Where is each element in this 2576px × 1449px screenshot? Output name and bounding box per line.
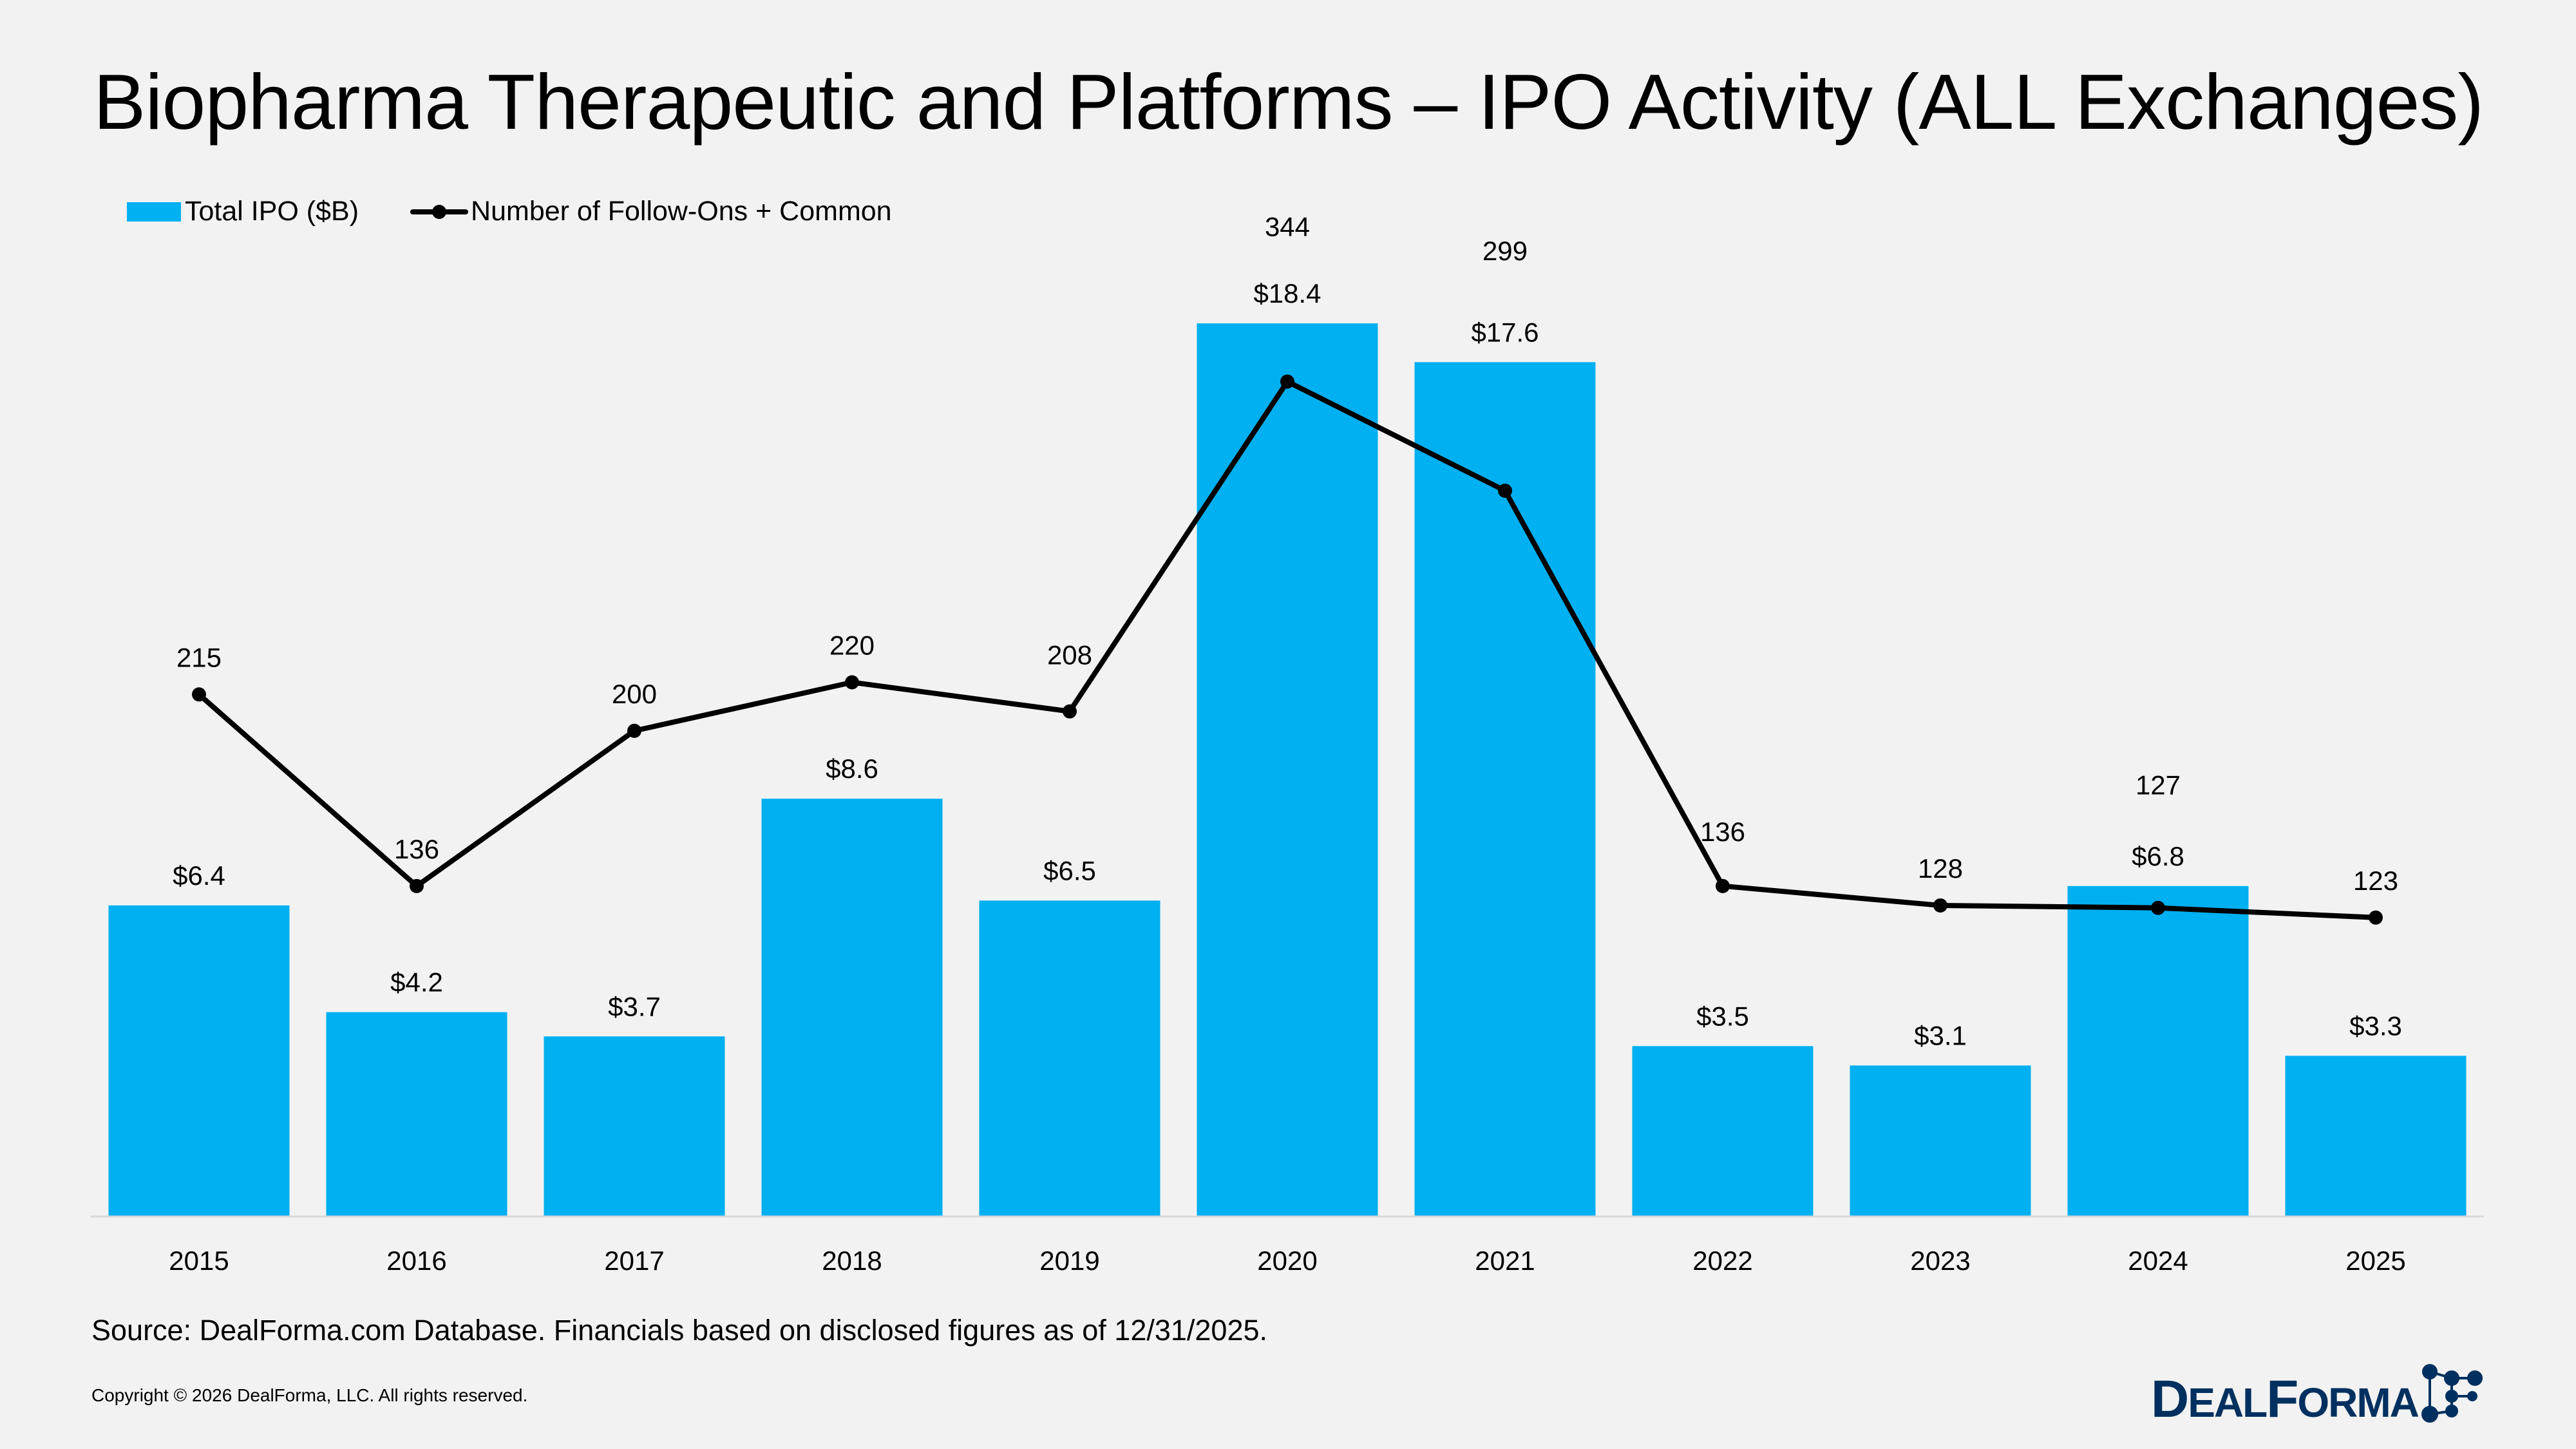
- legend-bar-swatch: [127, 202, 181, 222]
- line-label-2020: 344: [1265, 211, 1310, 242]
- bar-2023: [1850, 1065, 2031, 1216]
- line-point-2016: [410, 878, 424, 893]
- x-tick-2017: 2017: [604, 1245, 664, 1276]
- line-point-2015: [192, 687, 206, 702]
- bar-2022: [1632, 1046, 1814, 1216]
- line-point-2022: [1716, 878, 1730, 893]
- line-label-2022: 136: [1700, 817, 1745, 847]
- source-note: Source: DealForma.com Database. Financia…: [91, 1314, 1268, 1347]
- x-tick-2024: 2024: [2128, 1245, 2188, 1276]
- bar-2017: [544, 1036, 725, 1216]
- line-label-2019: 208: [1047, 640, 1092, 670]
- legend-label-bar: Total IPO ($B): [185, 196, 359, 227]
- copyright: Copyright © 2026 DealForma, LLC. All rig…: [91, 1385, 528, 1405]
- line-label-2018: 220: [829, 630, 875, 660]
- bar-label-2018: $8.6: [826, 753, 878, 784]
- bar-label-2023: $3.1: [1914, 1021, 1967, 1051]
- legend-line-marker: [410, 204, 469, 219]
- bar-2016: [326, 1012, 507, 1216]
- line-label-2023: 128: [1918, 853, 1963, 884]
- line-label-2017: 200: [612, 679, 657, 709]
- logo-network-icon: [2421, 1364, 2483, 1423]
- line-label-2025: 123: [2353, 866, 2398, 896]
- bar-label-2016: $4.2: [390, 967, 443, 998]
- bar-2020: [1197, 323, 1378, 1216]
- line-label-2016: 136: [394, 834, 439, 864]
- bar-2015: [108, 905, 290, 1216]
- chart-title: Biopharma Therapeutic and Platforms – IP…: [93, 58, 2484, 146]
- bar-label-2022: $3.5: [1696, 1001, 1749, 1031]
- line-label-2015: 215: [176, 642, 222, 672]
- line-point-2024: [2151, 900, 2165, 915]
- line-label-2021: 299: [1482, 236, 1528, 266]
- line-point-2017: [627, 723, 641, 738]
- dealforma-logo: DEALFORMA: [2151, 1364, 2485, 1428]
- legend-label-line: Number of Follow-Ons + Common: [471, 196, 892, 227]
- bar-label-2017: $3.7: [608, 991, 661, 1021]
- x-tick-2023: 2023: [1910, 1245, 1970, 1276]
- bar-label-2021: $17.6: [1471, 317, 1539, 347]
- x-tick-2021: 2021: [1475, 1245, 1535, 1276]
- bar-label-2025: $3.3: [2349, 1010, 2402, 1041]
- line-label-2024: 127: [2136, 770, 2181, 800]
- x-tick-2022: 2022: [1692, 1245, 1752, 1276]
- bar-2025: [2285, 1056, 2467, 1216]
- logo-text: DEALFORMA: [2151, 1370, 2420, 1428]
- line-point-2021: [1498, 483, 1512, 498]
- line-point-2020: [1280, 374, 1294, 389]
- bar-label-2019: $6.5: [1043, 855, 1096, 886]
- line-point-2019: [1063, 704, 1077, 719]
- bar-2018: [761, 799, 943, 1216]
- x-tick-2019: 2019: [1039, 1245, 1099, 1276]
- bar-label-2024: $6.8: [2132, 841, 2184, 871]
- x-tick-2015: 2015: [169, 1245, 229, 1276]
- legend: Total IPO ($B) Number of Follow-Ons + Co…: [127, 196, 892, 227]
- bar-2019: [979, 900, 1160, 1216]
- bar-2021: [1414, 362, 1596, 1217]
- x-tick-2025: 2025: [2345, 1245, 2405, 1276]
- line-point-2023: [1933, 898, 1947, 913]
- line-point-2018: [845, 675, 859, 690]
- bar-2024: [2067, 886, 2249, 1216]
- bar-label-2020: $18.4: [1253, 278, 1321, 308]
- bar-label-2015: $6.4: [173, 860, 225, 891]
- x-tick-2018: 2018: [822, 1245, 882, 1276]
- x-tick-2020: 2020: [1257, 1245, 1317, 1276]
- line-point-2025: [2369, 910, 2383, 925]
- x-tick-2016: 2016: [386, 1245, 446, 1276]
